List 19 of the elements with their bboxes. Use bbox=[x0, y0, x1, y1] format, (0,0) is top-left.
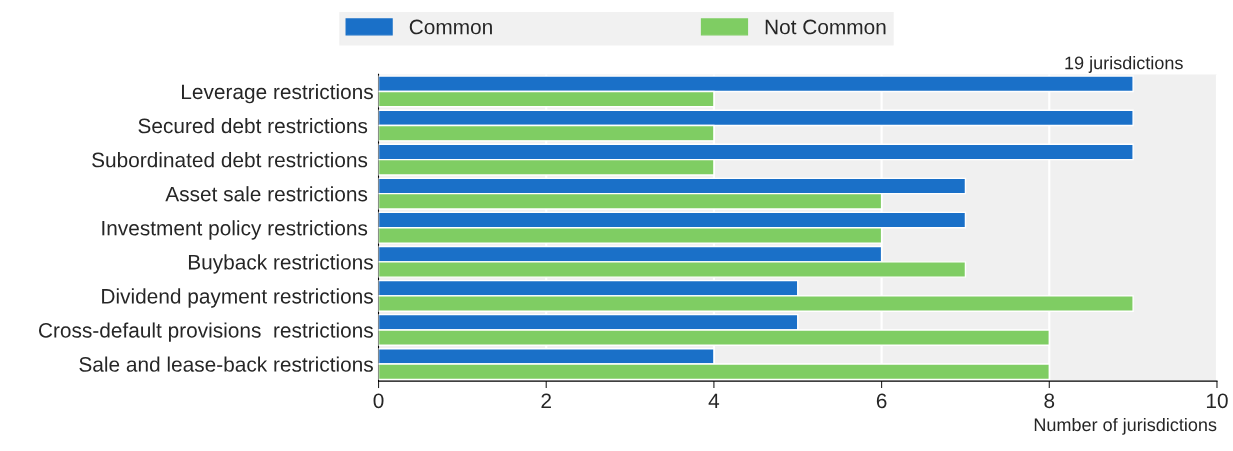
y-tick-label: Secured debt restrictions bbox=[138, 117, 368, 134]
x-tick-label: 4 bbox=[708, 393, 720, 408]
y-tick-label: Dividend payment restrictions bbox=[102, 288, 373, 308]
text: 19 jurisdictions bbox=[1065, 56, 1183, 73]
y-tick-label: Buyback restrictions bbox=[188, 254, 373, 274]
x-tick-label: 6 bbox=[876, 393, 887, 409]
x-tick-label: 10 bbox=[1206, 393, 1228, 409]
legend-label: Not Common bbox=[765, 19, 886, 35]
x-tick-label: 0 bbox=[373, 393, 384, 409]
x-tick-label: 2 bbox=[541, 393, 551, 408]
x-tick-label: 8 bbox=[1044, 393, 1055, 409]
y-tick-label: Sale and lease-back restrictions bbox=[79, 356, 373, 372]
legend-label: Common bbox=[409, 19, 492, 35]
x-axis-title: Number of jurisdictions bbox=[1034, 417, 1217, 435]
y-tick-label: Cross-default provisions restrictions bbox=[38, 322, 373, 342]
y-tick-label: Investment policy restrictions bbox=[102, 220, 368, 240]
y-tick-label: Asset sale restrictions bbox=[165, 186, 368, 202]
y-tick-label: Leverage restrictions bbox=[182, 83, 373, 104]
y-tick-label: Subordinated debt restrictions bbox=[92, 152, 368, 168]
